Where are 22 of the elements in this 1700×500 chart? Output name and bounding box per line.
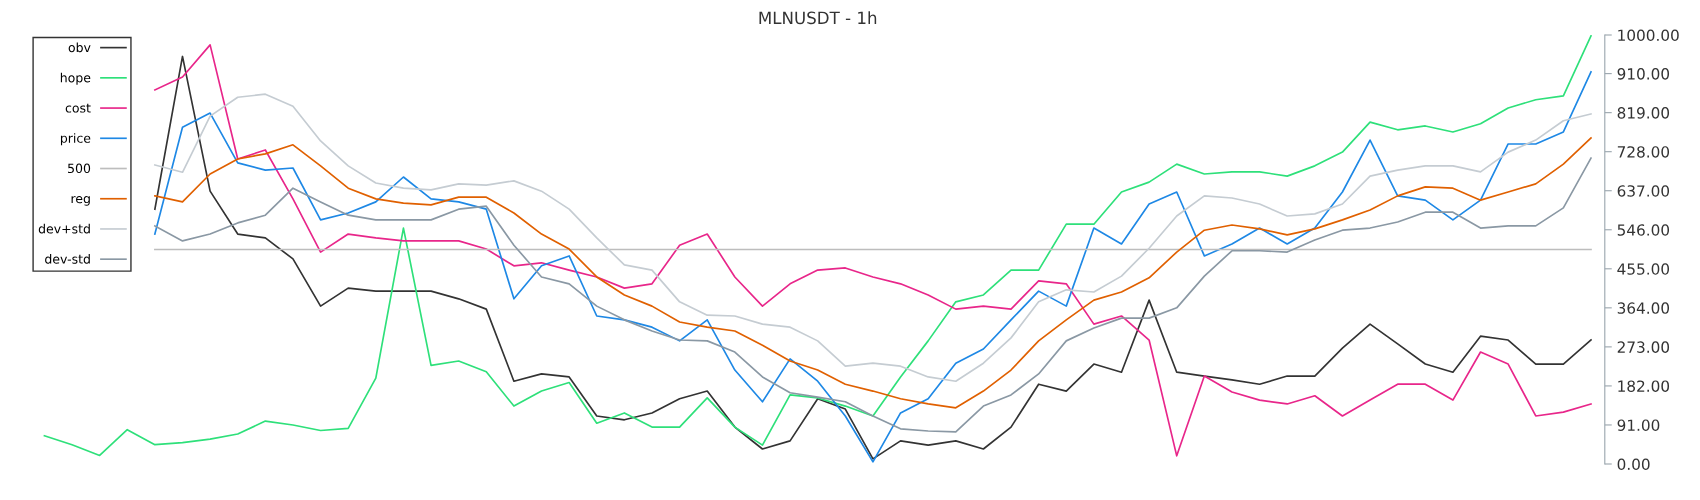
legend-label: 500 bbox=[68, 163, 91, 174]
y-tick-label: 728.00 bbox=[1617, 146, 1670, 158]
y-tick-label: 546.00 bbox=[1617, 224, 1670, 236]
y-tick-label: 182.00 bbox=[1618, 380, 1670, 392]
y-tick-label: 637.00 bbox=[1617, 185, 1670, 197]
y-tick-label: 1000.00 bbox=[1618, 29, 1679, 42]
y-tick-label: 910.00 bbox=[1617, 68, 1670, 80]
legend-label: obv bbox=[68, 42, 91, 53]
line-series bbox=[154, 93, 1592, 383]
legend-label: cost bbox=[65, 103, 91, 113]
chart-title: MLNUSDT - 1h bbox=[759, 11, 877, 25]
y-tick-label: 0.00 bbox=[1617, 458, 1650, 471]
y-tick-label: 455.00 bbox=[1617, 263, 1670, 275]
legend-label: dev+std bbox=[38, 223, 90, 234]
y-tick-label: 364.00 bbox=[1617, 302, 1670, 314]
y-tick-label: 273.00 bbox=[1617, 341, 1670, 353]
y-tick-label: 819.00 bbox=[1617, 107, 1670, 119]
legend-label: price bbox=[60, 133, 91, 146]
y-tick-label: 91.00 bbox=[1617, 419, 1660, 431]
legend-label: dev-std bbox=[45, 254, 90, 264]
legend-label: reg bbox=[71, 196, 90, 206]
legend-label: hope bbox=[60, 72, 91, 85]
